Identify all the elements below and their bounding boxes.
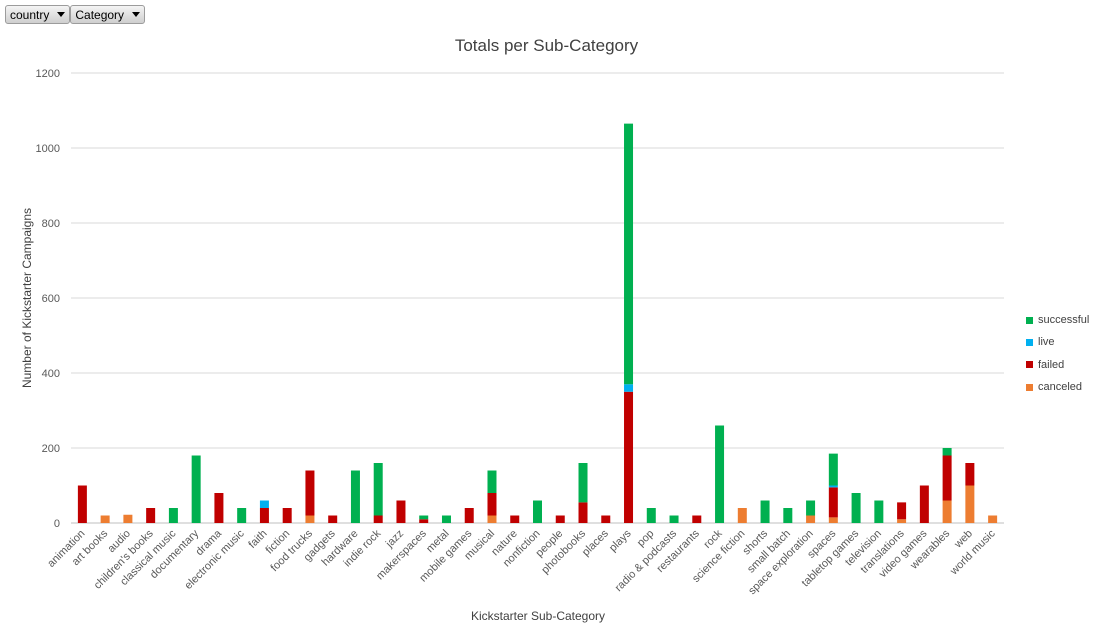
bar-canceled <box>942 500 952 523</box>
bar-successful <box>669 515 679 523</box>
bar-successful <box>487 470 497 493</box>
legend-label: canceled <box>1038 381 1083 394</box>
pivot-filter-bar: country Category <box>5 5 146 24</box>
y-tick-label: 1200 <box>36 68 60 80</box>
bar-failed <box>305 470 315 516</box>
y-tick-label: 200 <box>42 443 60 455</box>
bar-failed <box>942 455 952 501</box>
bar-canceled <box>965 485 975 523</box>
legend-item-successful: successful <box>1026 309 1089 331</box>
bar-failed <box>464 508 474 523</box>
bar-successful <box>828 453 838 486</box>
legend-swatch <box>1026 316 1033 324</box>
y-tick-label: 800 <box>42 218 60 230</box>
bar-successful <box>760 500 770 523</box>
bar-successful <box>715 425 725 523</box>
bar-failed <box>555 515 565 523</box>
legend-label: successful <box>1038 314 1090 327</box>
bar-failed <box>259 508 269 523</box>
legend-swatch <box>1026 338 1033 346</box>
bar-failed <box>282 508 292 523</box>
bar-failed <box>897 502 907 520</box>
bar-canceled <box>988 515 998 523</box>
bar-failed <box>373 515 383 523</box>
bar-successful <box>373 463 383 516</box>
bar-live <box>259 500 269 508</box>
bar-successful <box>578 463 588 503</box>
bar-canceled <box>828 517 838 523</box>
bar-successful <box>237 508 247 523</box>
legend-label: live <box>1038 336 1055 349</box>
bar-canceled <box>100 515 110 523</box>
bar-failed <box>214 493 224 523</box>
bar-successful <box>191 455 201 523</box>
bar-successful <box>419 515 429 520</box>
bar-successful <box>806 500 816 516</box>
bar-failed <box>919 485 929 523</box>
bar-failed <box>146 508 156 523</box>
category-filter-label: Category <box>75 7 125 22</box>
country-filter-button[interactable]: country <box>5 5 71 24</box>
bar-canceled <box>897 519 907 523</box>
y-tick-label: 0 <box>54 518 60 530</box>
y-tick-label: 1000 <box>36 143 60 155</box>
chart-title: Totals per Sub-Category <box>454 36 639 55</box>
bar-failed <box>624 391 634 523</box>
bar-live <box>624 384 634 392</box>
bar-successful <box>851 493 861 523</box>
y-tick-label: 600 <box>42 293 60 305</box>
bar-failed <box>578 502 588 523</box>
bar-canceled <box>737 508 747 523</box>
x-tick-label: plays <box>607 527 634 554</box>
x-tick-label: places <box>580 527 611 558</box>
legend-swatch <box>1026 383 1033 391</box>
chevron-down-icon <box>57 12 66 17</box>
chevron-down-icon <box>132 12 141 17</box>
bar-failed <box>419 519 429 523</box>
bar-failed <box>692 515 702 523</box>
category-filter-button[interactable]: Category <box>70 5 146 24</box>
legend-item-canceled: canceled <box>1026 376 1089 398</box>
bar-canceled <box>123 514 133 523</box>
country-filter-label: country <box>10 7 50 22</box>
bar-failed <box>328 515 338 523</box>
bar-failed <box>77 485 87 523</box>
bar-failed <box>487 493 497 516</box>
legend-item-live: live <box>1026 331 1089 353</box>
bar-failed <box>601 515 611 523</box>
bar-successful <box>168 508 178 523</box>
bar-successful <box>624 123 634 385</box>
bar-successful <box>533 500 542 523</box>
bar-successful <box>646 508 656 523</box>
bar-canceled <box>487 515 497 523</box>
bar-successful <box>783 508 793 523</box>
bar-failed <box>828 487 838 518</box>
bar-successful <box>874 500 884 523</box>
legend-swatch <box>1026 361 1033 369</box>
bar-successful <box>441 515 451 523</box>
bar-successful <box>350 470 360 523</box>
legend-label: failed <box>1038 358 1065 371</box>
bar-failed <box>396 500 406 523</box>
legend-item-failed: failed <box>1026 354 1089 376</box>
bar-canceled <box>806 515 816 523</box>
bar-canceled <box>305 515 315 523</box>
x-axis-label: Kickstarter Sub-Category <box>470 609 606 623</box>
chart-legend: successful live failed canceled <box>1026 309 1089 398</box>
bar-failed <box>965 463 975 486</box>
y-tick-label: 400 <box>42 368 60 380</box>
bar-failed <box>510 515 520 523</box>
bar-successful <box>942 448 952 456</box>
bar-live <box>828 485 838 488</box>
